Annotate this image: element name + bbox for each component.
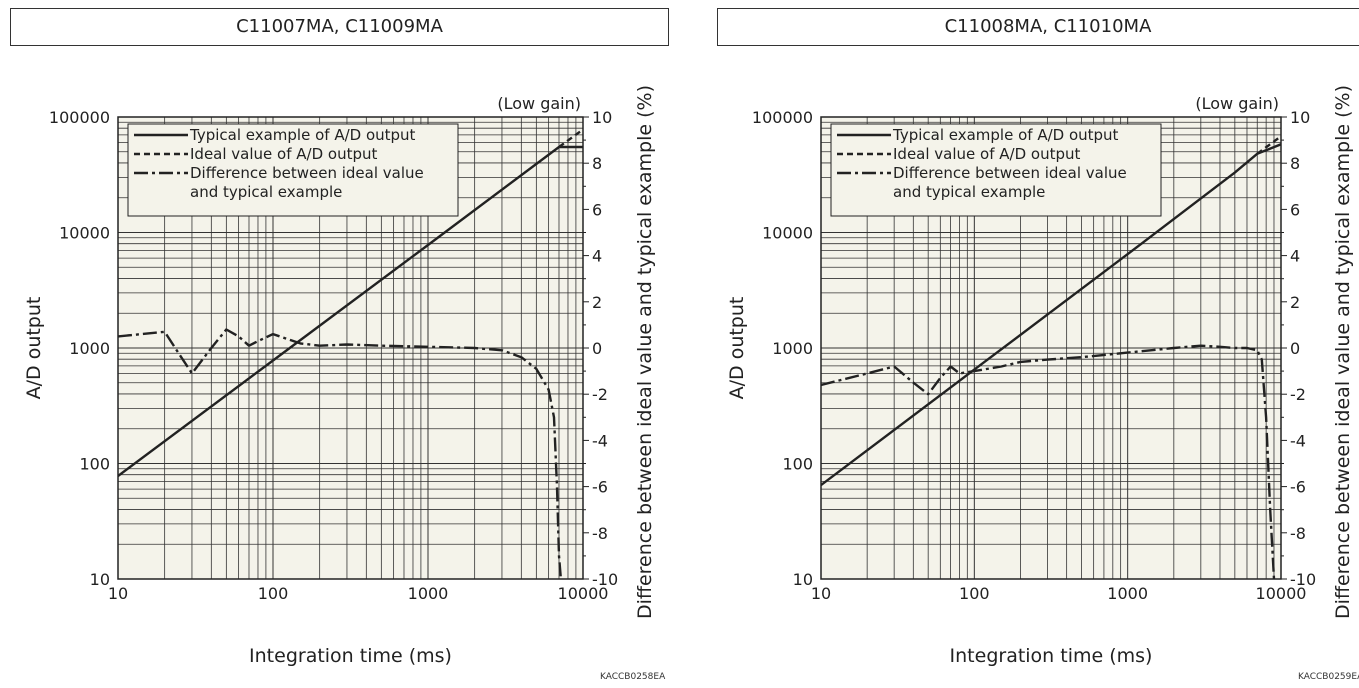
y2-tick-label: -4: [592, 431, 608, 450]
series-group: [118, 128, 583, 579]
figure-code: KACCB0259EA: [1298, 672, 1359, 682]
x-tick-label: 10000: [1256, 584, 1307, 603]
x-tick-label: 100: [959, 584, 990, 603]
y-tick-label: 10000: [762, 224, 813, 243]
y-axis-title: A/D output: [23, 297, 45, 400]
y2-tick-label: 6: [592, 200, 602, 219]
y2-tick-label: 2: [592, 293, 602, 312]
series-line-dashed: [1256, 135, 1281, 155]
y-tick-label: 10: [793, 570, 813, 589]
legend-label: Typical example of A/D output: [189, 126, 416, 144]
y2-tick-label: 10: [592, 108, 612, 127]
x-axis-title: Integration time (ms): [249, 645, 452, 667]
legend-box: [830, 123, 1162, 217]
x-tick-label: 10: [108, 584, 128, 603]
x-tick-label: 1000: [408, 584, 449, 603]
y-tick-label: 1000: [69, 339, 110, 358]
chart-title: C11007MA, C11009MA: [10, 8, 669, 46]
series-line-dashed: [558, 128, 583, 148]
y2-tick-label: -10: [592, 570, 618, 589]
y2-axis-title: Difference between ideal value and typic…: [1332, 85, 1354, 619]
legend-label: Difference between ideal value: [190, 164, 424, 182]
chart-panel-right: C11008MA, C11010MA Typical example of A/…: [703, 0, 1359, 688]
legend-label: Ideal value of A/D output: [190, 145, 377, 163]
y-tick-label: 100000: [49, 108, 110, 127]
plot-frame: [117, 116, 584, 580]
y-tick-label: 100000: [752, 108, 813, 127]
y2-tick-label: 6: [1290, 200, 1300, 219]
x-tick-label: 100: [258, 584, 289, 603]
gain-note: (Low gain): [1195, 94, 1279, 113]
x-tick-label: 1000: [1107, 584, 1148, 603]
y2-tick-label: 4: [592, 247, 602, 266]
y2-tick-label: -2: [592, 385, 608, 404]
y2-tick-label: 2: [1290, 293, 1300, 312]
y-tick-label: 10000: [59, 224, 110, 243]
x-axis-title: Integration time (ms): [950, 645, 1153, 667]
y2-tick-label: -6: [1290, 478, 1306, 497]
plot-frame: [820, 116, 1282, 580]
legend-label: and typical example: [893, 183, 1045, 201]
y2-tick-label: 10: [1290, 108, 1310, 127]
series-line-solid: [118, 145, 583, 477]
legend-box: [127, 123, 459, 217]
y2-tick-label: -8: [592, 524, 608, 543]
y-tick-label: 100: [782, 455, 813, 474]
y-axis-title: A/D output: [726, 297, 748, 400]
legend-label: Typical example of A/D output: [892, 126, 1119, 144]
x-tick-label: 10: [811, 584, 831, 603]
chart-panel-left: C11007MA, C11009MA Typical example of A/…: [10, 8, 669, 682]
y2-tick-label: -6: [592, 478, 608, 497]
x-tick-label: 10000: [558, 584, 609, 603]
y2-tick-label: -2: [1290, 385, 1306, 404]
y2-tick-label: -10: [1290, 570, 1316, 589]
legend-label: and typical example: [190, 183, 342, 201]
y2-tick-label: 0: [592, 339, 602, 358]
figure-code: KACCB0258EA: [600, 672, 666, 682]
y-tick-label: 1000: [772, 339, 813, 358]
legend-label: Ideal value of A/D output: [893, 145, 1080, 163]
series-group: [821, 135, 1281, 579]
y-tick-label: 10: [90, 570, 110, 589]
y2-tick-label: 8: [592, 154, 602, 173]
y2-tick-label: -4: [1290, 431, 1306, 450]
y-tick-label: 100: [79, 455, 110, 474]
y2-tick-label: 8: [1290, 154, 1300, 173]
gain-note: (Low gain): [497, 94, 581, 113]
y2-tick-label: 4: [1290, 247, 1300, 266]
y2-axis-title: Difference between ideal value and typic…: [634, 85, 656, 619]
y2-tick-label: -8: [1290, 524, 1306, 543]
legend-label: Difference between ideal value: [893, 164, 1127, 182]
y2-tick-label: 0: [1290, 339, 1300, 358]
series-line-dashdot: [118, 328, 563, 579]
chart-title: C11008MA, C11010MA: [717, 8, 1359, 46]
